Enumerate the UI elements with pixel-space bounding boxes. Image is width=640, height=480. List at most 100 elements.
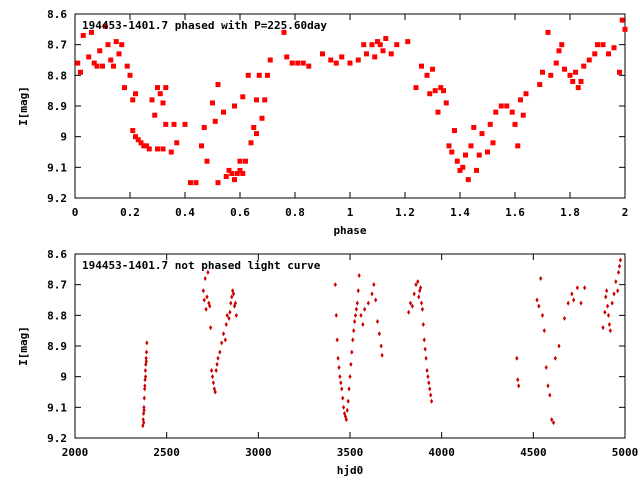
data-point — [224, 322, 228, 328]
data-point — [359, 312, 363, 318]
data-point — [361, 322, 365, 328]
x-tick-label: 0.4 — [175, 206, 195, 219]
data-point — [476, 152, 482, 158]
data-point — [608, 328, 612, 334]
data-point — [422, 337, 426, 343]
y-tick-label: 9.1 — [47, 401, 67, 414]
data-point — [347, 386, 351, 392]
data-point — [355, 57, 361, 63]
data-point — [460, 164, 466, 170]
data-point — [370, 291, 374, 297]
data-point — [485, 149, 490, 155]
data-point — [231, 291, 236, 297]
data-point — [130, 97, 136, 103]
data-point — [208, 303, 212, 309]
data-point — [168, 149, 174, 155]
data-point — [94, 63, 100, 69]
data-point — [243, 158, 248, 164]
data-point — [423, 346, 427, 352]
data-point — [127, 72, 133, 78]
data-point — [424, 355, 428, 361]
data-point — [188, 180, 193, 186]
data-point — [108, 57, 114, 63]
data-point — [144, 143, 149, 149]
data-point — [232, 103, 237, 109]
data-point — [223, 174, 229, 180]
data-point — [454, 158, 460, 164]
data-point — [416, 279, 420, 285]
data-point — [204, 158, 210, 164]
data-point — [418, 285, 423, 291]
data-point — [548, 72, 554, 78]
data-point — [553, 355, 557, 361]
data-point — [374, 297, 378, 303]
data-point — [603, 309, 607, 315]
y-tick-label: 9.2 — [47, 192, 67, 205]
data-point — [193, 180, 199, 186]
data-point — [226, 167, 232, 173]
y-tick-label: 9.1 — [47, 161, 67, 174]
data-point — [425, 368, 429, 374]
data-point — [612, 291, 616, 297]
data-point — [379, 343, 383, 349]
data-point — [435, 109, 441, 115]
data-point — [152, 112, 158, 118]
data-point — [474, 167, 479, 173]
data-point — [223, 337, 227, 343]
data-point — [237, 167, 243, 173]
data-point — [233, 300, 238, 306]
data-point — [119, 42, 125, 48]
data-point — [372, 282, 376, 288]
x-tick-label: 1.8 — [560, 206, 580, 219]
data-point — [377, 331, 381, 337]
data-point — [551, 420, 556, 426]
data-point — [550, 417, 554, 423]
x-axis-label: phase — [333, 224, 366, 237]
data-point — [572, 297, 576, 303]
data-point — [142, 420, 146, 426]
data-point — [218, 349, 222, 355]
data-point — [427, 91, 433, 97]
data-point — [171, 121, 177, 127]
unphased-light-curve-panel: 8.6 8.7 8.8 8.9 9 9.1 9.2 2000 2500 3000 3500 4000… — [17, 248, 638, 477]
data-point — [91, 60, 97, 66]
data-point — [240, 94, 246, 100]
data-point — [345, 407, 349, 413]
data-point — [424, 72, 430, 78]
y-tick-label: 8.9 — [47, 100, 67, 113]
data-point — [372, 54, 378, 60]
data-point — [328, 57, 334, 63]
data-point — [347, 60, 353, 66]
data-point — [426, 374, 430, 380]
data-point — [600, 42, 606, 48]
data-point — [203, 276, 207, 282]
data-point — [566, 300, 570, 306]
data-point — [174, 140, 180, 146]
data-point — [212, 118, 218, 124]
data-point — [210, 374, 215, 380]
data-point — [133, 91, 138, 97]
data-point — [419, 63, 424, 69]
data-point — [610, 300, 614, 306]
data-point — [214, 368, 218, 374]
data-point — [202, 297, 206, 303]
data-point — [143, 374, 148, 380]
data-point — [509, 109, 515, 115]
data-point — [575, 285, 579, 291]
data-point — [428, 386, 432, 392]
data-point — [182, 121, 188, 127]
y-tick-label: 9 — [60, 371, 67, 384]
data-point — [421, 322, 425, 328]
data-point — [427, 380, 431, 386]
data-point — [463, 152, 468, 158]
data-point — [539, 276, 543, 282]
data-point — [557, 343, 561, 349]
y-tick-label: 8.9 — [47, 340, 67, 353]
data-point — [430, 66, 435, 72]
data-points — [75, 17, 628, 186]
data-point — [457, 167, 463, 173]
data-point — [520, 112, 526, 118]
data-point — [408, 300, 413, 306]
data-point — [163, 85, 169, 91]
data-point — [240, 170, 246, 176]
